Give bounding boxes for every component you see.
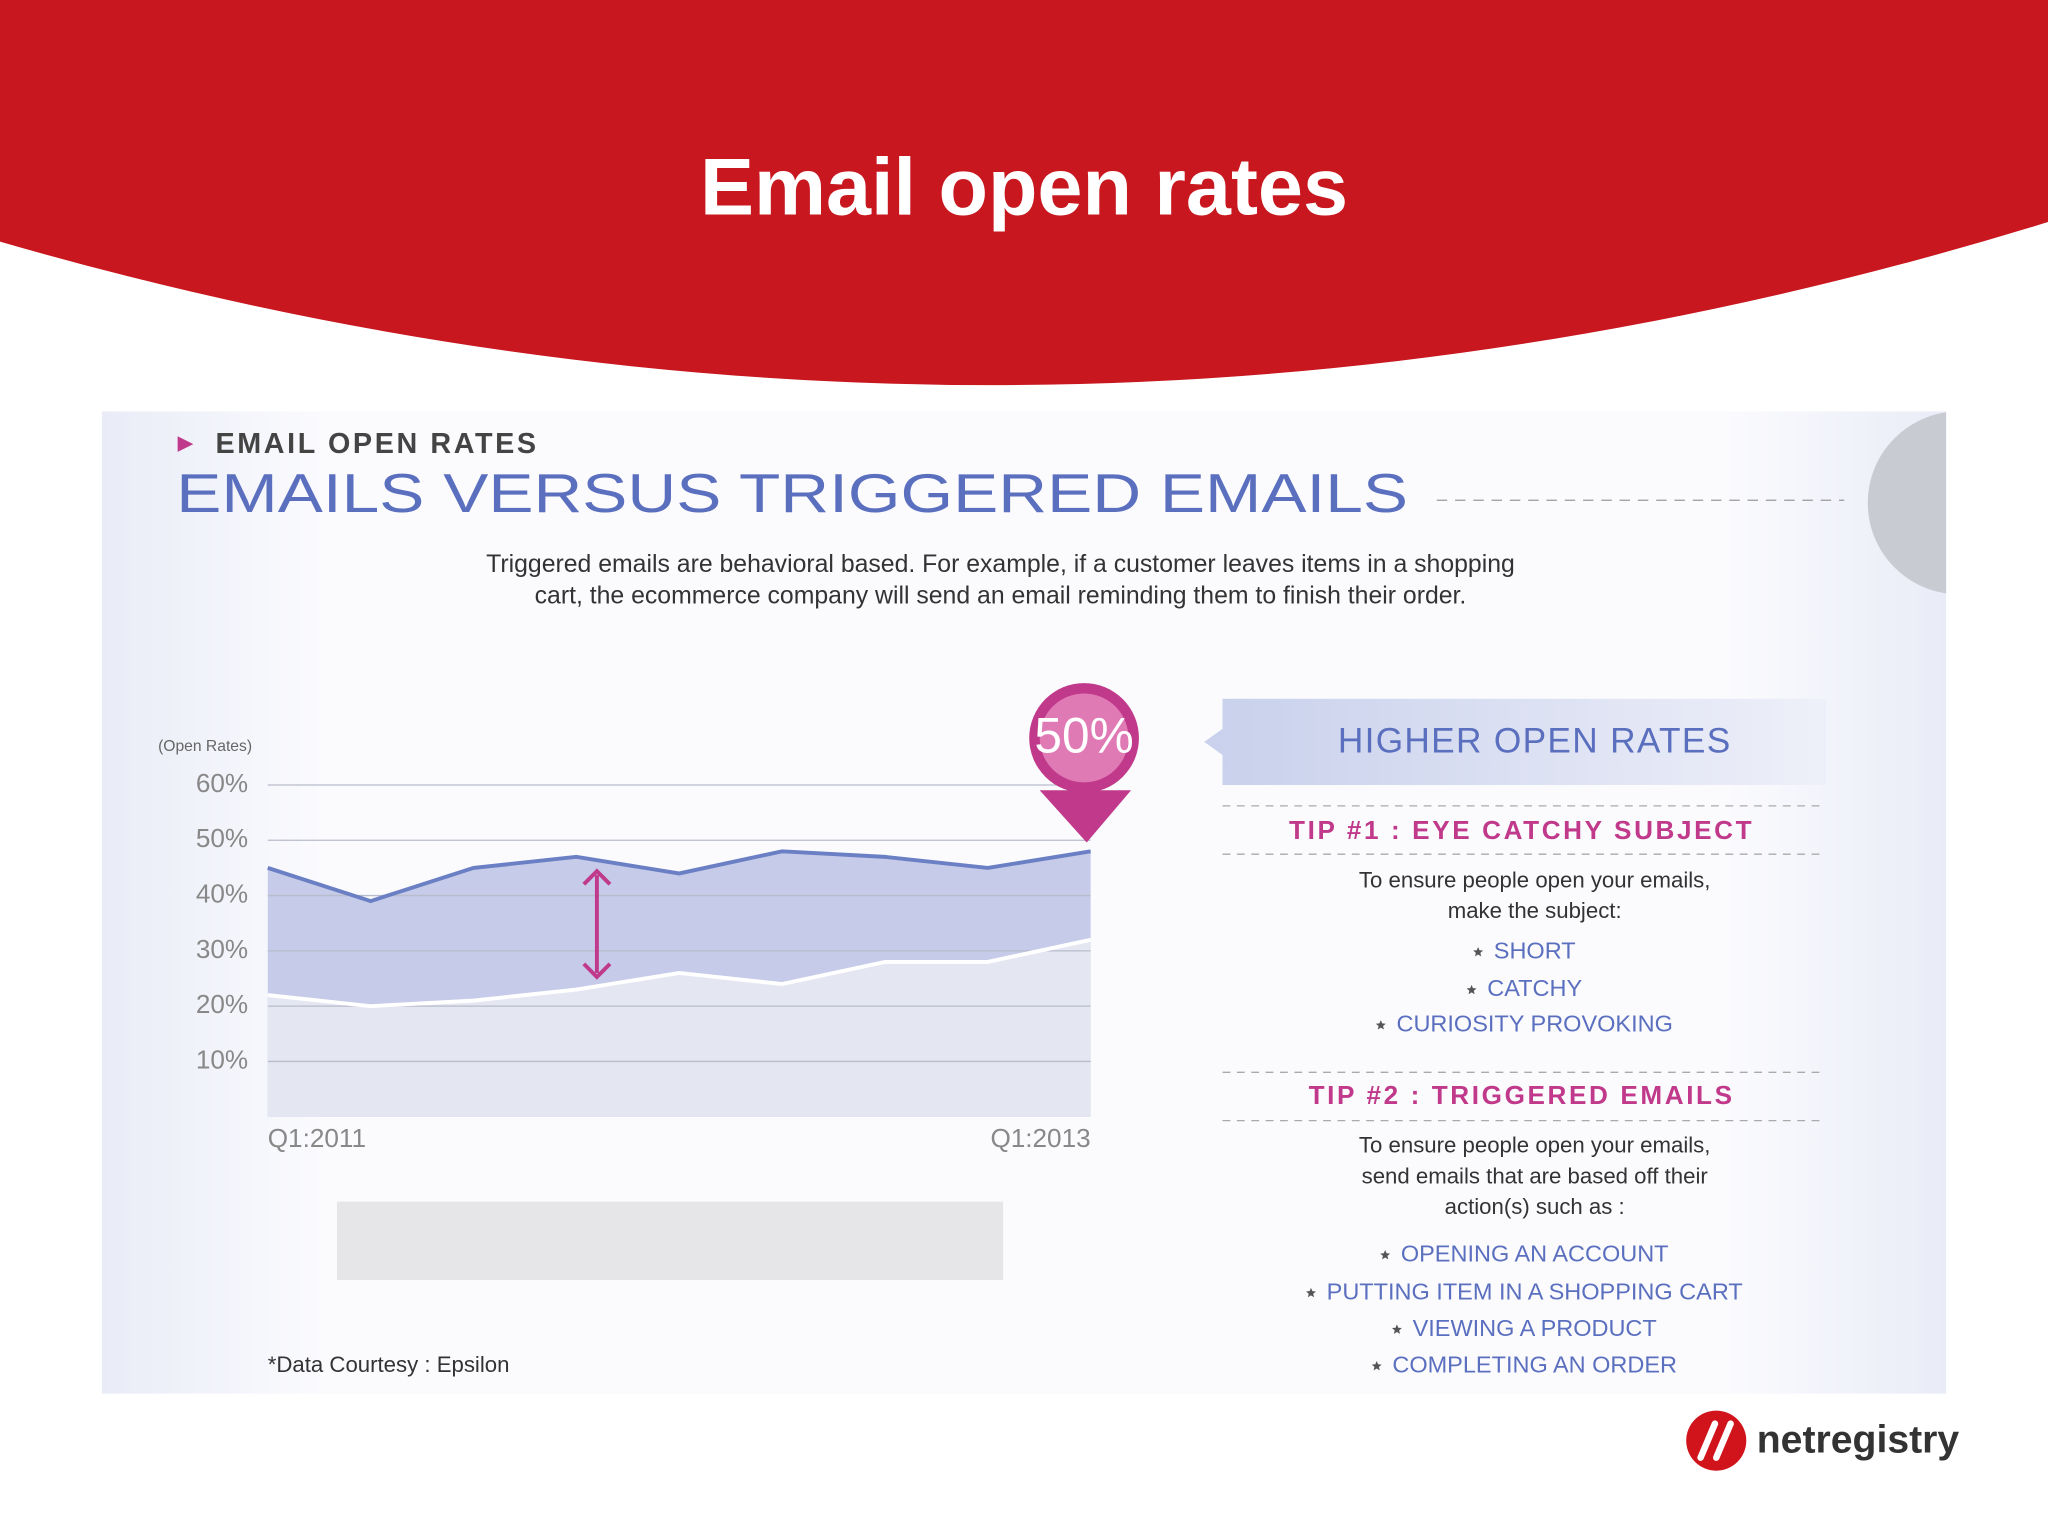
y-tick-label: 50% bbox=[196, 823, 248, 853]
y-tick-label: 10% bbox=[196, 1044, 248, 1074]
tip-point: COMPLETING AN ORDER bbox=[1392, 1351, 1677, 1377]
callout-inner bbox=[1039, 693, 1129, 783]
tip-text: action(s) such as : bbox=[1445, 1194, 1625, 1219]
footnote: *Data Courtesy : Epsilon bbox=[268, 1352, 510, 1377]
area bbox=[267, 939, 1091, 1117]
decoration bbox=[1867, 412, 1947, 594]
tip-point: SHORT bbox=[1494, 937, 1576, 963]
y-axis-label: (Open Rates) bbox=[158, 738, 252, 755]
y-tick-label: 20% bbox=[196, 989, 248, 1019]
logo-glyph bbox=[1697, 1420, 1734, 1461]
description-line: Triggered emails are behavioral based. F… bbox=[486, 551, 1515, 578]
kicker-arrow bbox=[177, 436, 194, 452]
tip-text: To ensure people open your emails, bbox=[1359, 867, 1711, 892]
tips-heading-pointer bbox=[1204, 728, 1223, 755]
tip-text: send emails that are based off their bbox=[1362, 1163, 1709, 1188]
legend-box bbox=[336, 1201, 1004, 1280]
tip-text: make the subject: bbox=[1448, 898, 1622, 923]
bullet-star bbox=[1371, 1360, 1382, 1371]
tip-title: TIP #2 : TRIGGERED EMAILS bbox=[1309, 1080, 1735, 1110]
y-tick-label: 40% bbox=[196, 878, 248, 908]
logo-text: netregistry bbox=[1757, 1418, 1960, 1461]
tip-point: CURIOSITY PROVOKING bbox=[1396, 1011, 1672, 1037]
description-line: cart, the ecommerce company will send an… bbox=[535, 582, 1467, 609]
bullet-star bbox=[1466, 984, 1477, 995]
x-tick-label: Q1:2013 bbox=[990, 1123, 1090, 1153]
tip-text: To ensure people open your emails, bbox=[1359, 1133, 1711, 1158]
bullet-star bbox=[1380, 1249, 1391, 1260]
y-tick-label: 60% bbox=[196, 768, 248, 798]
tip-point: OPENING AN ACCOUNT bbox=[1401, 1240, 1669, 1266]
difference-arrow bbox=[582, 868, 612, 980]
tips-heading-box bbox=[1222, 698, 1826, 785]
tip-title: TIP #1 : EYE CATCHY SUBJECT bbox=[1289, 815, 1754, 845]
tips-heading: HIGHER OPEN RATES bbox=[1338, 721, 1732, 760]
tip-point: VIEWING A PRODUCT bbox=[1413, 1315, 1657, 1341]
line bbox=[267, 937, 1092, 1009]
slide-title: Email open rates bbox=[700, 143, 1348, 233]
header-band bbox=[0, 0, 2048, 386]
tip-point: PUTTING ITEM IN A SHOPPING CART bbox=[1327, 1278, 1743, 1304]
bullet-star bbox=[1306, 1287, 1316, 1298]
kicker: EMAIL OPEN RATES bbox=[216, 428, 539, 460]
bullet-star bbox=[1375, 1020, 1386, 1030]
callout-pin bbox=[1039, 790, 1132, 843]
logo-mark bbox=[1686, 1410, 1747, 1471]
bullet-star bbox=[1391, 1324, 1402, 1334]
y-tick-label: 30% bbox=[196, 934, 248, 964]
x-tick-label: Q1:2011 bbox=[268, 1123, 366, 1153]
heading: EMAILS VERSUS TRIGGERED EMAILS bbox=[176, 462, 1408, 524]
callout-label: 50% bbox=[1034, 707, 1133, 763]
tip-point: CATCHY bbox=[1487, 975, 1582, 1001]
line bbox=[267, 849, 1091, 904]
bullet-star bbox=[1473, 946, 1484, 957]
